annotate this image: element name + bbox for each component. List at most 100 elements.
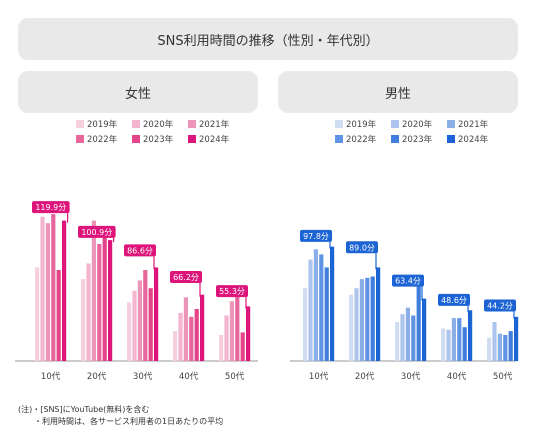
- bar: [148, 288, 153, 361]
- bar: [313, 249, 318, 361]
- tick-label: 20代: [355, 371, 375, 382]
- legend-label: 2024年: [458, 135, 489, 145]
- bar: [303, 288, 308, 361]
- bar: [462, 327, 467, 361]
- bar: [108, 240, 113, 361]
- bar: [127, 302, 132, 361]
- legend-item: 2022年: [76, 133, 124, 145]
- tick-label: 10代: [41, 371, 61, 382]
- callout-box: [346, 241, 378, 254]
- bar: [349, 294, 354, 361]
- bar: [246, 306, 251, 361]
- callout-box: [216, 285, 248, 298]
- callout-box: [78, 225, 116, 238]
- tick-label: 50代: [225, 371, 245, 382]
- callout-box: [170, 270, 202, 283]
- legend-item: 2019年: [335, 118, 383, 130]
- bar: [40, 216, 45, 361]
- legend-swatch: [335, 135, 343, 143]
- legend-item: 2024年: [447, 133, 495, 145]
- bar: [468, 310, 473, 361]
- legend-swatch: [447, 135, 455, 143]
- legend-swatch: [132, 120, 140, 128]
- legend-swatch: [188, 135, 196, 143]
- bar: [86, 263, 91, 361]
- bar: [514, 316, 519, 361]
- bar: [422, 298, 427, 361]
- bar: [240, 332, 245, 361]
- bar: [224, 315, 229, 361]
- bar: [173, 331, 178, 361]
- panel-title-male: 男性: [384, 86, 411, 102]
- legend-label: 2022年: [87, 135, 118, 145]
- bar: [457, 318, 462, 361]
- bar: [91, 220, 96, 361]
- bar: [143, 270, 148, 361]
- tick-label: 20代: [87, 371, 107, 382]
- callout-box: [300, 229, 332, 242]
- legend-swatch: [132, 135, 140, 143]
- bar: [446, 329, 451, 361]
- data-label: 86.6分: [127, 246, 153, 255]
- callout-box: [392, 274, 424, 287]
- bar: [102, 237, 107, 361]
- bar: [365, 277, 370, 361]
- panel-header-male: 男性: [278, 71, 518, 113]
- bar: [441, 328, 446, 361]
- bar: [308, 259, 313, 361]
- legend-label: 2020年: [402, 120, 433, 130]
- bar: [229, 301, 234, 361]
- bar: [451, 318, 456, 361]
- bar-chart-male: 10代 97.8分 20代 89.0分 30代 63.4分 40代 48.6分 50代 44.2分: [290, 229, 519, 382]
- legend-swatch: [188, 120, 196, 128]
- bar: [189, 316, 194, 361]
- data-label: 100.9分: [81, 228, 112, 237]
- data-label: 44.2分: [487, 302, 513, 311]
- legend-label: 2019年: [87, 120, 118, 130]
- bar: [508, 331, 513, 361]
- legend-label: 2022年: [346, 135, 377, 145]
- bar: [200, 294, 205, 361]
- callout-box: [32, 201, 70, 214]
- chart-title-banner: SNS利用時間の推移（性別・年代別）: [18, 18, 518, 60]
- bar: [183, 297, 188, 361]
- legend-label: 2019年: [346, 120, 377, 130]
- bar: [62, 220, 67, 361]
- bar: [359, 279, 364, 361]
- legend-swatch: [391, 120, 399, 128]
- tick-label: 30代: [401, 371, 421, 382]
- legend-female: 2019年 2020年 2021年 2022年 2023年 2024年: [76, 118, 236, 145]
- footnote-line: (注)・[SNS]にYouTube(無料)を含む: [18, 405, 150, 414]
- data-label: 66.2分: [173, 273, 199, 282]
- callout-box: [438, 293, 470, 306]
- legend-item: 2023年: [391, 133, 439, 145]
- bar: [405, 307, 410, 361]
- legend-swatch: [391, 135, 399, 143]
- bar: [81, 279, 86, 361]
- footnotes: (注)・[SNS]にYouTube(無料)を含む ・利用時間は、各サービス利用者…: [18, 404, 223, 428]
- data-label: 89.0分: [349, 243, 375, 252]
- bar: [137, 280, 142, 361]
- bar: [376, 267, 381, 361]
- legend-item: 2023年: [132, 133, 180, 145]
- data-label: 55.3分: [219, 287, 245, 296]
- legend-label: 2024年: [199, 135, 230, 145]
- bar: [97, 244, 102, 361]
- legend-item: 2019年: [76, 118, 124, 130]
- data-label: 97.8分: [303, 232, 329, 241]
- bar: [178, 312, 183, 361]
- bar-chart-female: 10代 119.9分 20代 100.9分 30代 86.6分 40代 66.2分 50代 55.…: [15, 201, 258, 382]
- data-label: 63.4分: [395, 277, 421, 286]
- tick-label: 40代: [447, 371, 467, 382]
- panel-title-female: 女性: [124, 86, 151, 102]
- legend-item: 2021年: [188, 118, 236, 130]
- legend-swatch: [335, 120, 343, 128]
- legend-label: 2021年: [199, 120, 230, 130]
- legend-label: 2020年: [143, 120, 174, 130]
- legend-label: 2023年: [143, 135, 174, 145]
- legend-male: 2019年 2020年 2021年 2022年 2023年 2024年: [335, 118, 495, 145]
- legend-swatch: [76, 135, 84, 143]
- bar: [235, 290, 240, 361]
- bar: [416, 280, 421, 361]
- legend-label: 2021年: [458, 120, 489, 130]
